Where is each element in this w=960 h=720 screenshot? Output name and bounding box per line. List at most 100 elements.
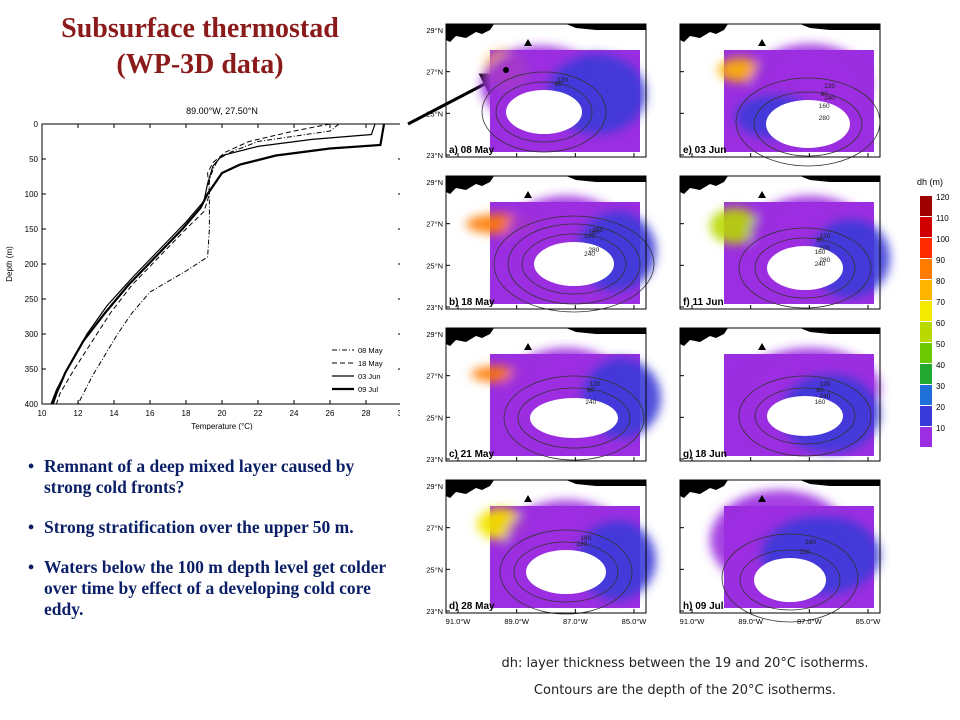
map-missing-data [526, 550, 606, 594]
map-contour [507, 223, 641, 305]
profile-legend-label: 18 May [358, 359, 383, 368]
map-contour-label: 120 [590, 381, 601, 388]
map-land [566, 328, 646, 334]
bullet-list: Remnant of a deep mixed layer caused by … [28, 456, 398, 639]
colorbar-label: 60 [936, 319, 945, 328]
map-contour-label: 120 [800, 549, 811, 556]
profile-ytick-label: 150 [25, 225, 39, 234]
profile-ylabel: Depth (m) [5, 246, 14, 282]
map-data-field [710, 490, 880, 608]
map-missing-data [767, 246, 843, 290]
map-contour-label: 280 [819, 257, 830, 264]
temperature-profile-chart: 89.00°W, 27.50°N 0 50 100 150 200 250 300 350 40… [5, 106, 400, 430]
map-panel-frame [679, 23, 881, 158]
map-contour-label: 120 [819, 381, 830, 388]
map-lat-label: 29°N [426, 482, 443, 491]
map-contour-label: 160 [588, 229, 599, 236]
map-land [680, 176, 728, 194]
map-contour [499, 529, 633, 615]
map-contour [481, 71, 607, 153]
map-contour-label: 280 [588, 247, 599, 254]
map-panel-frame [445, 479, 647, 614]
map-missing-data [754, 558, 826, 602]
colorbar-cell [920, 364, 932, 384]
colorbar-title: dh (m) [917, 177, 943, 187]
map-lat-label: 25°N [426, 261, 443, 270]
profile-legend-label: 08 May [358, 346, 383, 355]
profile-xtick-label: 16 [146, 409, 155, 418]
profile-series-line-3 [51, 123, 386, 405]
map-contour-label: 120 [576, 541, 587, 548]
colorbar-label: 50 [936, 340, 945, 349]
station-marker-icon [758, 39, 766, 46]
map-panel-frame [445, 327, 647, 462]
map-contour-label: 240 [584, 251, 595, 258]
map-lat-label: 25°N [426, 565, 443, 574]
map-missing-data [767, 396, 843, 436]
map-contour-label: 160 [815, 399, 826, 406]
profile-ytick-label: 200 [25, 260, 39, 269]
colorbar-cell [920, 322, 932, 342]
map-land [680, 24, 728, 42]
map-contour [721, 533, 859, 623]
colorbar-cell [920, 196, 932, 216]
map-land [680, 480, 728, 498]
map-lat-label: 23°N [426, 607, 443, 616]
profile-location-dot [503, 67, 509, 73]
map-lon-label: 89.0°W [504, 617, 530, 626]
map-land [800, 176, 880, 182]
map-contour-label: 200 [819, 245, 830, 252]
profile-series-line-1 [55, 123, 331, 405]
map-data-field [471, 348, 661, 456]
colorbar-cell [920, 217, 932, 237]
map-contour-label: 240 [585, 399, 596, 406]
map-contour-label: 240 [819, 393, 830, 400]
map-contour-label: 80 [555, 81, 563, 88]
map-missing-data [530, 398, 618, 438]
map-lat-label: 23°N [426, 151, 443, 160]
colorbar-label: 80 [936, 277, 945, 286]
map-land [800, 24, 880, 30]
profile-ytick-label: 400 [25, 400, 39, 409]
map-lon-label: 85.0°W [622, 617, 648, 626]
profile-xlabel: Temperature (°C) [191, 422, 253, 430]
map-panel-frame [679, 175, 881, 310]
map-land [446, 24, 494, 42]
map-contour-label: 80 [816, 237, 824, 244]
map-land [446, 480, 494, 498]
map-contour [739, 549, 841, 611]
map-lat-label: 23°N [426, 455, 443, 464]
map-lat-label: 25°N [426, 109, 443, 118]
map-land [446, 176, 494, 194]
map-land [566, 24, 646, 30]
colorbar-label: 120 [936, 193, 950, 202]
colorbar-label: 30 [936, 382, 945, 391]
profile-xtick-label: 20 [218, 409, 227, 418]
station-marker-icon [758, 191, 766, 198]
map-panel-frame [445, 23, 647, 158]
colorbar-cell [920, 385, 932, 405]
map-lat-label: 25°N [426, 413, 443, 422]
map-panel-label: g) 18 Jun [683, 449, 727, 460]
caption-line2: Contours are the depth of the 20°C isoth… [533, 683, 837, 698]
map-lat-label: 27°N [426, 524, 443, 533]
map-missing-data [766, 100, 850, 148]
profile-title: 89.00°W, 27.50°N [186, 106, 258, 116]
profile-xtick-label: 18 [182, 409, 191, 418]
map-contour-label: 160 [805, 539, 816, 546]
colorbar-label: 40 [936, 361, 945, 370]
station-marker-icon [524, 343, 532, 350]
map-contour [493, 215, 655, 313]
colorbar-cell [920, 301, 932, 321]
map-contour-label: 240 [815, 261, 826, 268]
profile-xtick-label: 28 [362, 409, 371, 418]
bullet-item: Strong stratification over the upper 50 … [28, 517, 398, 538]
map-lat-label: 29°N [426, 178, 443, 187]
station-marker-icon [758, 495, 766, 502]
colorbar-label: 20 [936, 403, 945, 412]
